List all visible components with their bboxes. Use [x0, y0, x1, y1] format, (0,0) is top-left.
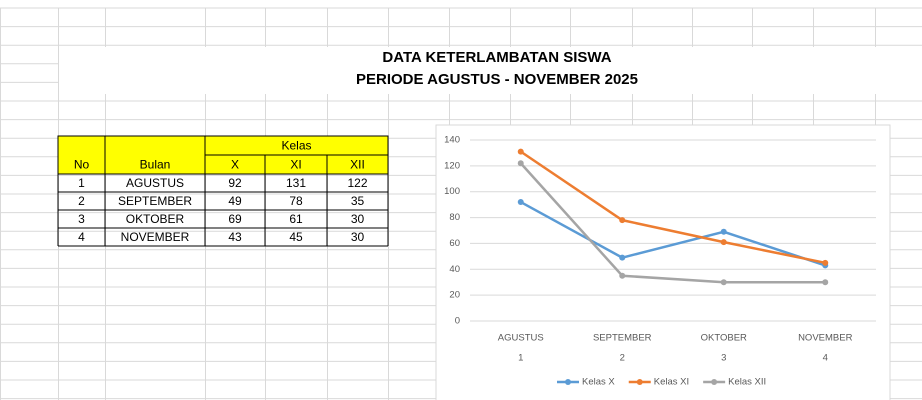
- x-tick-label: NOVEMBER: [798, 333, 853, 344]
- table-cell: 92: [228, 176, 242, 190]
- point: [619, 272, 626, 279]
- series-line: [519, 162, 826, 284]
- table-cell: 2: [78, 194, 85, 208]
- table-cell: 61: [289, 212, 303, 226]
- table-cell: 30: [351, 230, 365, 244]
- table-cell: 69: [228, 212, 242, 226]
- title-merge: [59, 47, 922, 94]
- table-cell: OKTOBER: [126, 212, 185, 226]
- x-tick-label: OKTOBER: [701, 333, 747, 344]
- legend-label: Kelas XII: [728, 377, 766, 388]
- table-cell: 49: [228, 194, 242, 208]
- column-header: XI: [290, 158, 301, 172]
- table-cell: AGUSTUS: [126, 176, 184, 190]
- y-tick-label: 100: [444, 186, 460, 197]
- column-header: No: [74, 158, 90, 172]
- y-tick-label: 120: [444, 160, 460, 171]
- series-line: [520, 200, 826, 267]
- table-cell: NOVEMBER: [121, 230, 190, 244]
- y-tick-label: 140: [444, 135, 460, 146]
- table-cell: 45: [289, 230, 303, 244]
- point: [720, 279, 727, 286]
- x-tick-number: 2: [620, 353, 625, 364]
- legend-label: Kelas X: [582, 377, 615, 388]
- table-cell: 43: [228, 230, 242, 244]
- y-tick-label: 0: [455, 316, 460, 327]
- y-tick-label: 80: [449, 212, 460, 223]
- point: [517, 148, 524, 155]
- point: [619, 217, 626, 224]
- legend-label: Kelas XI: [654, 377, 689, 388]
- sheet-subtitle: PERIODE AGUSTUS - NOVEMBER 2025: [356, 71, 638, 88]
- table-cell: SEPTEMBER: [118, 194, 192, 208]
- legend-marker: [636, 379, 643, 385]
- x-tick-label: AGUSTUS: [498, 333, 544, 344]
- y-tick-label: 60: [449, 238, 460, 249]
- point: [720, 228, 727, 235]
- data-table: Kelas No Bulan X XI XII 1 AGUSTUS 92 131 122 2 SEPTE…: [57, 135, 389, 247]
- table-cell: 35: [351, 194, 365, 208]
- point: [720, 239, 727, 246]
- x-tick-number: 1: [518, 353, 523, 364]
- point: [517, 199, 524, 206]
- table-cell: 4: [78, 230, 85, 244]
- y-tick-label: 20: [449, 290, 460, 301]
- sheet-title: DATA KETERLAMBATAN SISWA: [382, 49, 611, 66]
- point: [822, 259, 829, 266]
- point: [822, 279, 829, 286]
- column-header: X: [231, 158, 239, 172]
- table-cell: 78: [289, 194, 303, 208]
- y-tick-label: 40: [449, 264, 460, 275]
- column-header: XII: [350, 158, 365, 172]
- table-cell: 122: [347, 176, 367, 190]
- group-header: Kelas: [281, 139, 311, 153]
- table-cell: 131: [286, 176, 306, 190]
- legend-marker: [711, 379, 718, 385]
- table-cell: 3: [78, 212, 85, 226]
- point: [517, 160, 524, 167]
- x-tick-label: SEPTEMBER: [593, 333, 652, 344]
- column-header: Bulan: [140, 158, 171, 172]
- legend-marker: [565, 379, 571, 385]
- x-tick-number: 4: [823, 353, 828, 364]
- table-cell: 30: [351, 212, 365, 226]
- point: [619, 254, 626, 261]
- series-line: [520, 150, 826, 265]
- chart: 0 20 40 60 80 100 120 140 AGUSTUS 1 SEPTEMBER 2 OKTO…: [435, 124, 891, 400]
- table-cell: 1: [78, 176, 85, 190]
- x-tick-number: 3: [721, 353, 726, 364]
